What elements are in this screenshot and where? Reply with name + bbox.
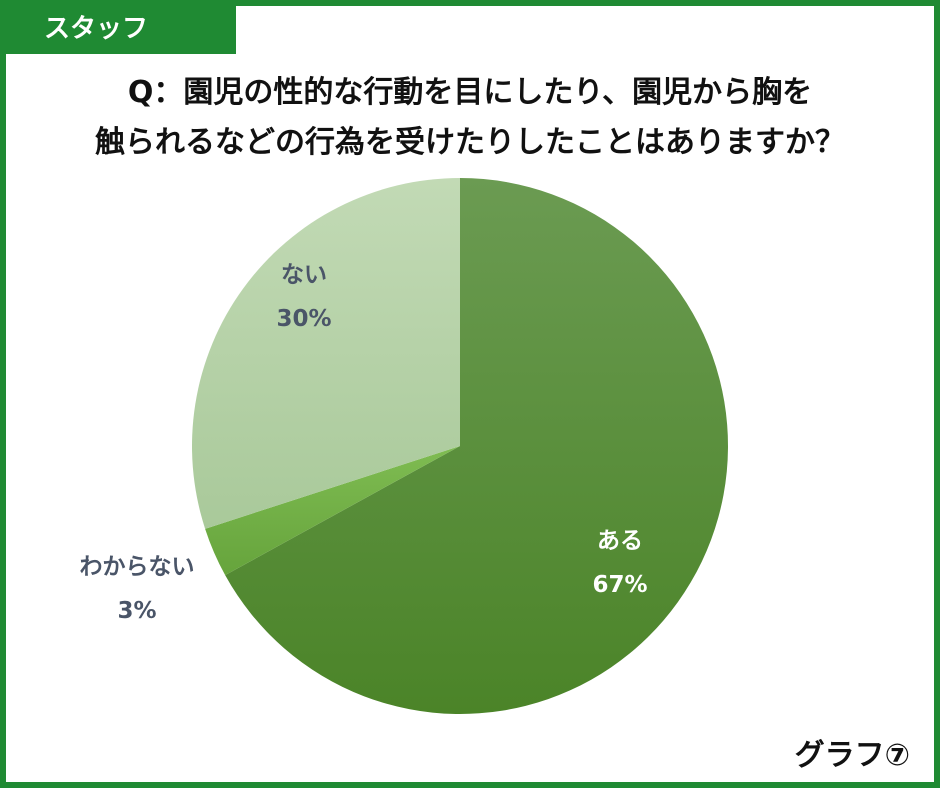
slice-wakaranai: [205, 446, 460, 576]
chart-title: Q：園児の性的な行動を目にしたり、園児から胸を 触られるなどの行為を受けたりした…: [0, 68, 940, 168]
slice-wakaranai-label: わからない: [80, 554, 195, 580]
slice-wakaranai-value-label: 3%: [117, 598, 156, 624]
staff-tab-text: スタッフ: [44, 14, 149, 44]
slice-aru-label: ある: [597, 528, 643, 554]
slice-nai: [191, 178, 460, 529]
staff-tab-label: スタッフ: [0, 0, 236, 54]
chart-title-line-1: Q：園児の性的な行動を目にしたり、園児から胸を: [127, 75, 813, 110]
slice-nai-label: ない: [281, 262, 327, 288]
graph-number-label: グラフ⑦: [794, 738, 910, 773]
slice-nai-value-label: 30%: [276, 306, 331, 332]
chart-title-line-2: 触られるなどの行為を受けたりしたことはありますか？: [95, 125, 845, 160]
slice-aru: [225, 178, 728, 714]
slice-aru-value-label: 67%: [592, 572, 647, 598]
